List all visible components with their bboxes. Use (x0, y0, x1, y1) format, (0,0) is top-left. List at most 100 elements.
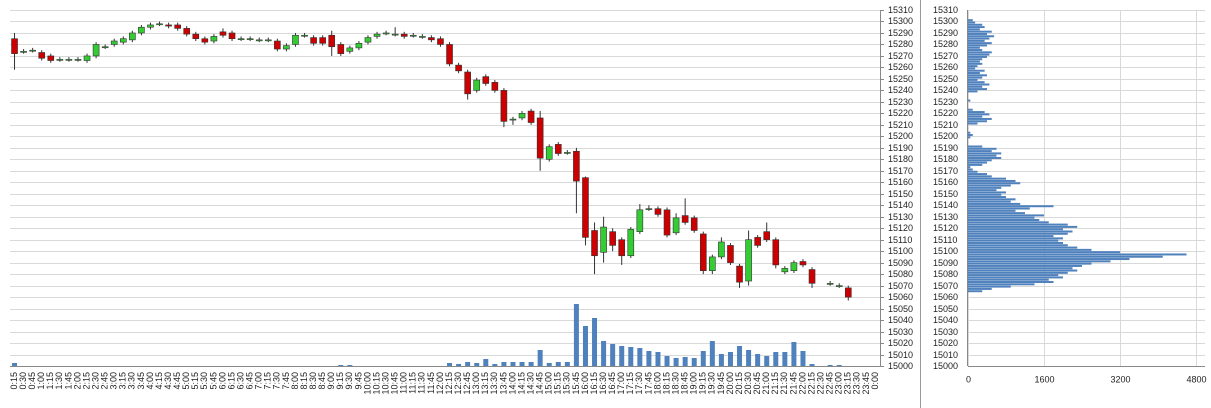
x-tick-label: 16:00 (580, 372, 590, 395)
x-tick-label: 16:15 (589, 372, 599, 395)
candle-body (346, 47, 354, 52)
profile-bar (968, 214, 1044, 217)
x-tick-label: 13:00 (471, 372, 481, 395)
candle-body (391, 33, 399, 36)
x-tick-label: 6:15 (226, 372, 236, 390)
y-tick-label: 15200 (933, 131, 958, 141)
x-tick-label: 9:30 (344, 372, 354, 390)
profile-bar (968, 28, 980, 31)
y-tick-label: 15300 (933, 16, 958, 26)
candle-body (709, 256, 716, 271)
profile-bar (968, 287, 992, 290)
profile-bar (968, 51, 992, 54)
y-tick-label: 15160 (933, 177, 958, 187)
y-tick-label: 15280 (933, 39, 958, 49)
x-tick-label: 17:30 (634, 372, 644, 395)
y-tick-label: 15300 (888, 16, 913, 26)
x-tick-label: 20:15 (734, 372, 744, 395)
x-tick-label: 19:30 (707, 372, 717, 395)
profile-bar (968, 117, 992, 120)
y-tick-label: 15180 (933, 154, 958, 164)
candle-body (636, 209, 644, 232)
profile-bar (968, 156, 1002, 159)
profile-bar (968, 200, 1011, 203)
x-tick-label: 20:00 (725, 372, 735, 395)
x-tick-label: 4:00 (145, 372, 155, 390)
profile-bar (968, 271, 1068, 274)
profile-bar (968, 269, 1078, 272)
candle-body (808, 269, 816, 284)
candle-body (74, 59, 82, 61)
candle-body (183, 28, 191, 35)
y-tick-label: 15020 (888, 338, 913, 348)
volume-bar (809, 364, 815, 366)
candle-body (110, 40, 118, 45)
profile-bar (968, 83, 990, 86)
y-tick-label: 15220 (888, 108, 913, 118)
profile-bar (968, 267, 1073, 270)
volume-bar (582, 326, 588, 366)
volume-bar (836, 365, 842, 366)
y-tick-label: 15150 (933, 189, 958, 199)
volume-bar (619, 346, 625, 366)
candle-body (364, 37, 372, 43)
profile-bar (968, 244, 1068, 247)
candle-body (509, 118, 517, 121)
profile-bar (968, 39, 985, 42)
profile-bar (968, 179, 1016, 182)
candle-body (645, 208, 653, 210)
x-tick-label: 22:15 (806, 372, 816, 395)
x-tick-label: 3:30 (127, 372, 137, 390)
y-tick-label: 15290 (933, 28, 958, 38)
candle-body (11, 38, 18, 54)
x-tick-label: 6:45 (245, 372, 255, 390)
x-tick-label: 15:30 (562, 372, 572, 395)
profile-bar (968, 196, 1006, 199)
candle-body (754, 237, 761, 246)
candle-body (165, 24, 172, 27)
profile-bar (968, 88, 987, 91)
profile-bar (968, 274, 1059, 277)
profile-bar (968, 115, 983, 118)
profile-bar (968, 145, 983, 148)
x-tick-label: 10:00 (362, 372, 372, 395)
profile-bar (968, 42, 992, 45)
candle-body (573, 150, 580, 182)
profile-bar (968, 193, 1002, 196)
candle-body (545, 146, 553, 160)
y-tick-label: 15270 (888, 51, 913, 61)
profile-bar (968, 276, 1063, 279)
x-tick-label: 0:15 (9, 372, 19, 390)
profile-bar (968, 65, 978, 68)
candle-body (699, 233, 707, 271)
y-tick-label: 15010 (888, 350, 913, 360)
x-tick-label: 16:45 (607, 372, 617, 395)
profile-bar (968, 216, 1035, 219)
x-tick-label: 14:45 (535, 372, 545, 395)
x-tick-label: 4800 (1186, 374, 1206, 384)
candle-body (292, 34, 299, 45)
candle-body (518, 113, 526, 119)
profile-bar (968, 182, 1021, 185)
volume-bar (709, 341, 715, 366)
profile-bar (968, 32, 987, 35)
y-tick-label: 15140 (888, 200, 913, 210)
candle-body (337, 44, 345, 54)
x-tick-label: 2:30 (90, 372, 100, 390)
candle-body (228, 32, 236, 40)
candle-body (554, 144, 562, 154)
x-tick-label: 16:30 (598, 372, 608, 395)
candle-body (83, 55, 91, 61)
x-tick-label: 8:15 (299, 372, 309, 390)
candle-body (400, 33, 408, 37)
profile-bar (968, 69, 985, 72)
x-tick-label: 12:45 (462, 372, 472, 395)
y-tick-label: 15190 (888, 143, 913, 153)
x-tick-label: 7:30 (272, 372, 282, 390)
profile-bar (968, 184, 1011, 187)
y-tick-label: 15290 (888, 28, 913, 38)
candle-body (600, 226, 607, 253)
y-tick-label: 15040 (888, 315, 913, 325)
profile-bar (968, 212, 1025, 215)
y-tick-label: 15160 (888, 177, 913, 187)
